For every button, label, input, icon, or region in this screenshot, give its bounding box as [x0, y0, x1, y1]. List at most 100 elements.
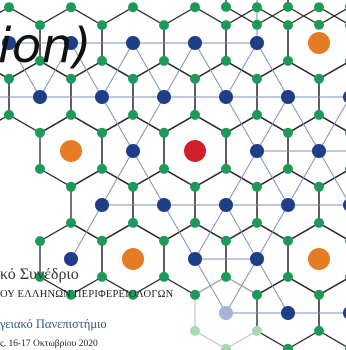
vertex-dot [252, 325, 262, 336]
link-line [39, 42, 72, 98]
vertex-dot [159, 163, 169, 174]
vertex-dot [283, 55, 293, 66]
link-line [225, 150, 258, 206]
center-node [33, 90, 47, 104]
vertex-dot [221, 127, 231, 138]
link-line [101, 42, 134, 98]
vertex-dot [221, 20, 231, 31]
link-line [256, 258, 289, 314]
highlight-node [122, 248, 144, 270]
vertex-dot [283, 1, 293, 12]
vertex-dot [66, 73, 76, 84]
center-node [95, 198, 109, 212]
vertex-dot [66, 217, 76, 228]
vertex-dot [97, 55, 107, 66]
vertex-dot [66, 181, 76, 192]
center-node [343, 307, 346, 319]
vertex-dot [283, 271, 293, 282]
highlight-node [60, 140, 82, 162]
vertex-dot [252, 73, 262, 84]
link-line [132, 42, 165, 98]
link-line [194, 42, 227, 98]
vertex-dot [66, 109, 76, 120]
vertex-dot [159, 55, 169, 66]
link-line [256, 42, 289, 98]
headline-fragment: ion) [0, 18, 92, 74]
vertex-dot [283, 235, 293, 246]
vertex-dot [35, 163, 45, 174]
conference-title: κό Συνέδριο [0, 266, 79, 283]
vertex-dot [283, 20, 293, 31]
link-line [318, 150, 346, 200]
vertex-dot [35, 127, 45, 138]
center-node [64, 36, 78, 50]
vertex-dot [66, 2, 76, 13]
center-node [188, 36, 202, 50]
vertex-dot [283, 127, 293, 138]
link-line [0, 42, 10, 60]
center-node [126, 144, 140, 158]
link-line [256, 204, 289, 260]
vertex-dot [314, 181, 324, 192]
vertex-dot [4, 2, 14, 13]
link-line [70, 204, 103, 260]
vertex-dot [128, 181, 138, 192]
vertex-dot [190, 289, 200, 300]
center-node [281, 198, 295, 212]
vertex-dot [190, 109, 200, 120]
vertex-dot [97, 235, 107, 246]
link-line [256, 150, 289, 206]
center-node [312, 144, 326, 158]
link-line [225, 42, 258, 98]
vertex-dot [314, 325, 324, 336]
vertex-dot [128, 2, 138, 13]
vertex-dot [190, 73, 200, 84]
vertex-dot [35, 271, 45, 282]
vertex-dot [252, 2, 262, 13]
vertex-dot [159, 20, 169, 31]
link-line [287, 150, 320, 206]
conference-dates: ς. 16-17 Οκτωβρίου 2020 [0, 339, 98, 349]
center-node [219, 90, 233, 104]
link-line [132, 96, 165, 152]
center-node [64, 252, 78, 266]
vertex-dot [221, 235, 231, 246]
organizer-name: ΟΥ ΕΛΛΗΝΩΝ ΠΕΡΙΦΕΡΕΙΟΛΟΓΩΝ [0, 289, 174, 300]
vertex-dot [128, 289, 138, 300]
vertex-dot [221, 163, 231, 174]
link-line [8, 42, 41, 98]
vertex-dot [221, 271, 231, 282]
vertex-dot [4, 109, 14, 120]
center-node [250, 252, 264, 266]
vertex-dot [128, 217, 138, 228]
host-university: γειακό Πανεπιστήμιο [0, 317, 107, 331]
link-line [194, 204, 227, 260]
center-node [281, 306, 295, 320]
vertex-dot [221, 1, 231, 12]
highlight-node [308, 248, 330, 270]
vertex-dot [159, 235, 169, 246]
vertex-dot [283, 343, 293, 350]
vertex-dot [314, 217, 324, 228]
link-line [225, 204, 258, 260]
center-node [126, 36, 140, 50]
vertex-dot [283, 163, 293, 174]
center-node [2, 36, 16, 50]
highlight-node [308, 32, 330, 54]
vertex-dot [35, 55, 45, 66]
vertex-dot [4, 73, 14, 84]
vertex-dot [252, 181, 262, 192]
link-line [318, 102, 346, 152]
link-line [287, 96, 320, 152]
link-line [225, 258, 258, 314]
center-node [188, 252, 202, 266]
link-line [163, 204, 196, 260]
vertex-dot [159, 271, 169, 282]
vertex-dot [97, 163, 107, 174]
center-node [250, 144, 264, 158]
vertex-dot [97, 271, 107, 282]
vertex-dot [190, 325, 200, 336]
vertex-dot [190, 181, 200, 192]
link-line [225, 96, 258, 152]
center-node [343, 91, 346, 103]
